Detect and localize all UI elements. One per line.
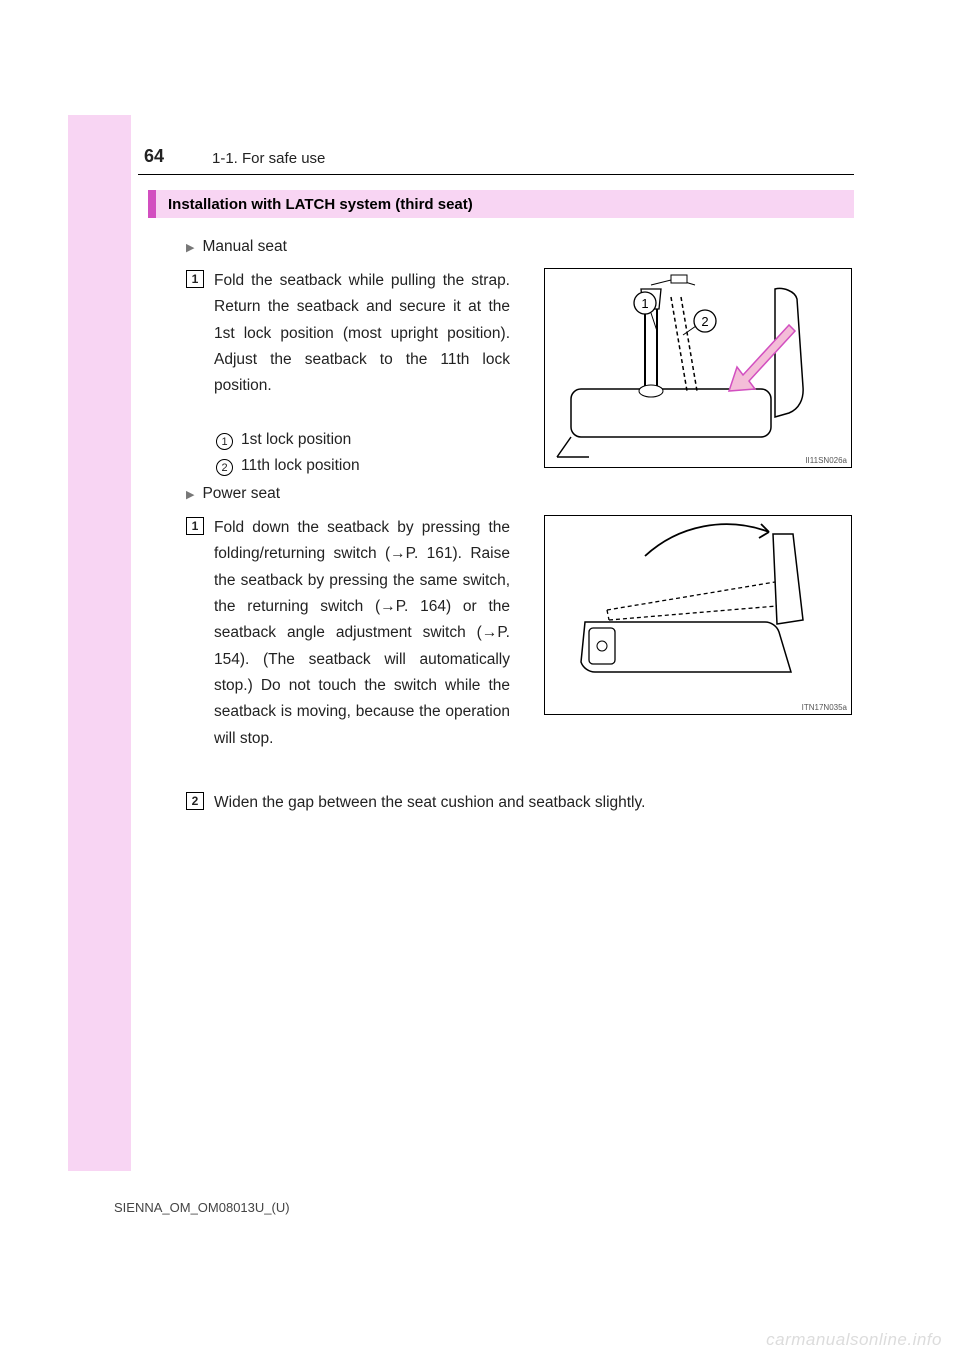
bullet-label: Manual seat: [202, 238, 286, 256]
step-text: Fold the seatback while pulling the stra…: [214, 268, 510, 400]
footer-code: SIENNA_OM_OM08013U_(U): [114, 1200, 290, 1215]
image-code: ITN17N035a: [802, 703, 847, 712]
step-number-box: 1: [186, 517, 204, 535]
illustration-svg: 1 2: [545, 269, 853, 469]
bullet-icon: ▶: [186, 488, 194, 501]
circled-label-1: 1 1st lock position: [216, 431, 351, 450]
svg-text:1: 1: [641, 296, 648, 311]
callout-title: Installation with LATCH system (third se…: [168, 196, 473, 213]
step-number-box: 2: [186, 792, 204, 810]
header-rule: [138, 174, 854, 175]
circled-label-text: 1st lock position: [241, 431, 351, 449]
page-number: 64: [144, 146, 164, 167]
step-text: Fold down the seatback by pressing the f…: [214, 515, 510, 752]
step-1-power: 1 Fold down the seatback by pressing the…: [186, 515, 510, 752]
step-number-box: 1: [186, 270, 204, 288]
bullet-power-seat: ▶ Power seat: [186, 485, 280, 503]
bullet-manual-seat: ▶ Manual seat: [186, 238, 287, 256]
bullet-icon: ▶: [186, 241, 194, 254]
image-code: II11SN026a: [805, 456, 847, 465]
step-text: Widen the gap between the seat cushion a…: [214, 790, 645, 816]
callout-bar: Installation with LATCH system (third se…: [148, 190, 854, 218]
step-1-manual: 1 Fold the seatback while pulling the st…: [186, 268, 510, 400]
callout-accent: [148, 190, 156, 218]
step-2: 2 Widen the gap between the seat cushion…: [186, 790, 852, 816]
watermark: carmanualsonline.info: [766, 1330, 942, 1350]
circled-label-2: 2 11th lock position: [216, 457, 360, 476]
circled-label-text: 11th lock position: [241, 457, 360, 475]
circled-number-icon: 1: [216, 433, 233, 450]
illustration-power-seat: ITN17N035a: [544, 515, 852, 715]
side-tab: [68, 115, 131, 1171]
bullet-label: Power seat: [202, 485, 280, 503]
section-heading: 1-1. For safe use: [212, 150, 325, 167]
illustration-svg: [545, 516, 853, 716]
illustration-manual-seat: 1 2 II11SN026a: [544, 268, 852, 468]
circled-number-icon: 2: [216, 459, 233, 476]
svg-text:2: 2: [701, 314, 708, 329]
